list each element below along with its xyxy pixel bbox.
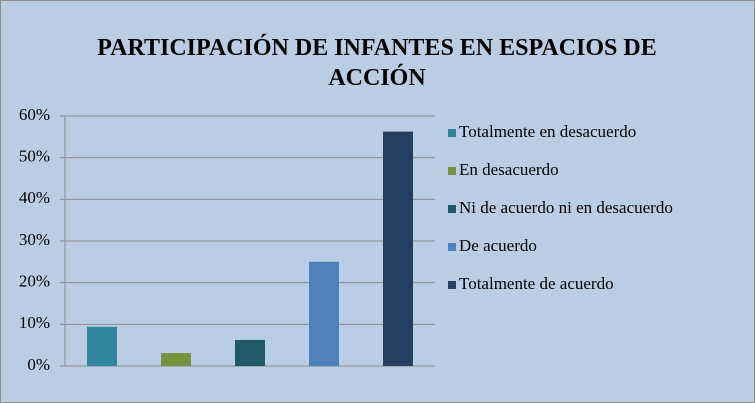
legend-swatch [448, 167, 456, 175]
bar [383, 131, 413, 366]
legend-swatch [448, 281, 456, 289]
y-tick-label: 0% [27, 355, 50, 374]
legend-label: De acuerdo [459, 236, 537, 255]
legend-label: Totalmente de acuerdo [459, 274, 614, 293]
chart-title: PARTICIPACIÓN DE INFANTES EN ESPACIOS DE… [97, 35, 657, 91]
legend-swatch [448, 129, 456, 137]
bar [309, 261, 339, 366]
legend-label: Totalmente en desacuerdo [459, 122, 636, 141]
y-tick-label: 10% [19, 313, 50, 332]
y-tick-label: 30% [19, 230, 50, 249]
y-tick-label: 20% [19, 272, 50, 291]
bar [87, 326, 117, 366]
y-tick-label: 50% [19, 147, 50, 166]
legend-swatch [448, 205, 456, 213]
y-tick-label: 40% [19, 188, 50, 207]
bar [161, 353, 191, 366]
bar [235, 339, 265, 366]
legend-label: Ni de acuerdo ni en desacuerdo [459, 198, 673, 217]
legend-swatch [448, 243, 456, 251]
y-tick-label: 60% [19, 105, 50, 124]
legend-label: En desacuerdo [459, 160, 559, 179]
